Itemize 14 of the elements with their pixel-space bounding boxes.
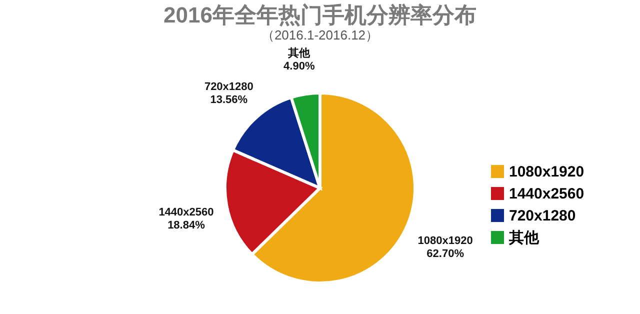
data-label: 18.84% [168,219,206,232]
data-label: 13.56% [210,94,248,106]
slice-label: 其他 [287,46,312,60]
slice-label: 720x1280 [204,81,254,94]
slice-label: 1440x2560 [158,206,214,218]
slice-label: 1080x1920 [418,234,473,247]
data-label: 4.90% [284,60,315,73]
data-label: 62.70% [426,248,464,260]
chart-title: 2016年全年热门手机分辨率分布 [164,2,476,28]
legend-label: 1440x2560 [509,186,584,202]
legend-label: 720x1280 [509,208,576,224]
chart-subtitle: （2016.1-2016.12） [261,28,379,43]
legend-label: 1080x1920 [509,164,584,180]
legend-label: 其他 [508,230,540,246]
